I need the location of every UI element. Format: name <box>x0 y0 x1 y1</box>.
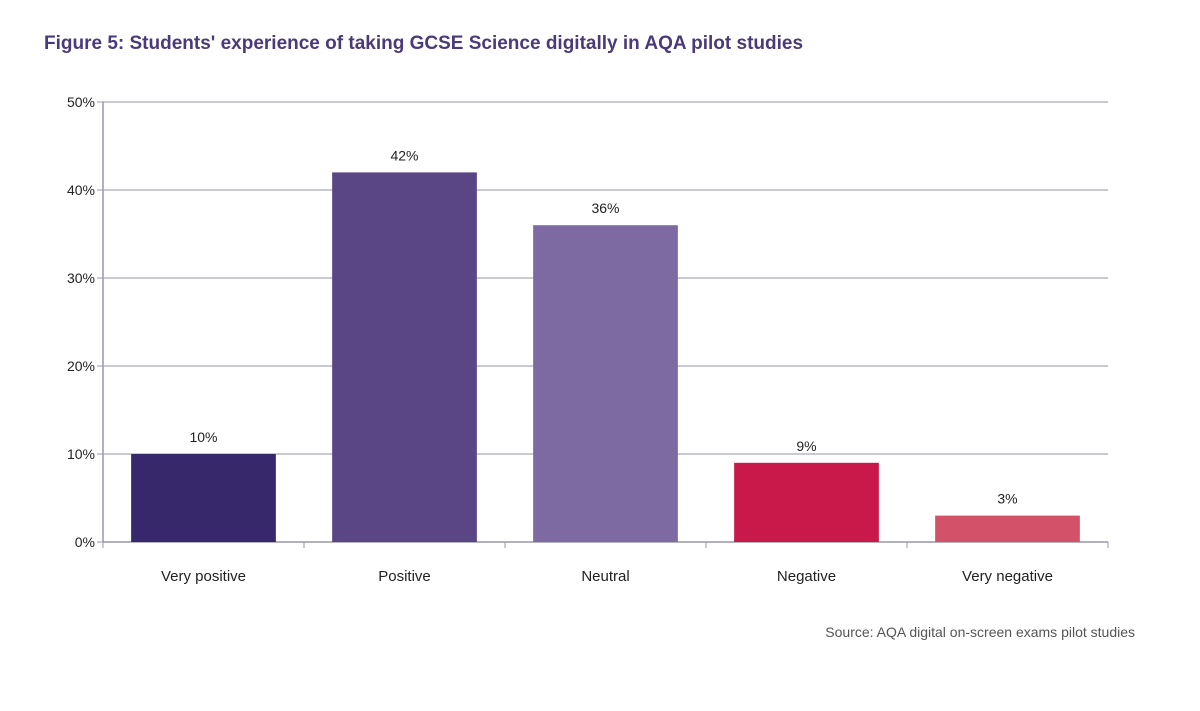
y-tick-label: 0% <box>75 534 95 550</box>
data-label: 36% <box>591 200 619 216</box>
y-tick-label: 30% <box>67 270 95 286</box>
data-labels: 10% 42% 36% 9% 3% <box>189 147 1017 506</box>
category-label: Positive <box>378 568 431 585</box>
category-label: Negative <box>777 568 836 585</box>
bar-positive <box>332 172 477 542</box>
category-label: Very negative <box>962 568 1053 585</box>
bar-very-positive <box>131 454 276 542</box>
y-tick-label: 10% <box>67 446 95 462</box>
category-label: Neutral <box>581 568 629 585</box>
data-label: 42% <box>390 147 418 163</box>
data-label: 9% <box>796 438 816 454</box>
y-tick-label: 20% <box>67 358 95 374</box>
chart-title: Figure 5: Students' experience of taking… <box>44 33 804 54</box>
data-label: 3% <box>997 491 1017 507</box>
data-label: 10% <box>189 429 217 445</box>
category-labels: Very positive Positive Neutral Negative Very… <box>161 568 1053 585</box>
bar-negative <box>734 462 879 542</box>
category-label: Very positive <box>161 568 246 585</box>
y-tick-label: 40% <box>67 182 95 198</box>
y-axis-ticks: 0% 10% 20% 30% 40% 50% <box>67 94 103 550</box>
bar-neutral <box>533 225 678 542</box>
y-tick-label: 50% <box>67 94 95 110</box>
source-note: Source: AQA digital on-screen exams pilo… <box>825 624 1135 640</box>
bar-very-negative <box>935 515 1080 542</box>
bars <box>131 172 1080 542</box>
